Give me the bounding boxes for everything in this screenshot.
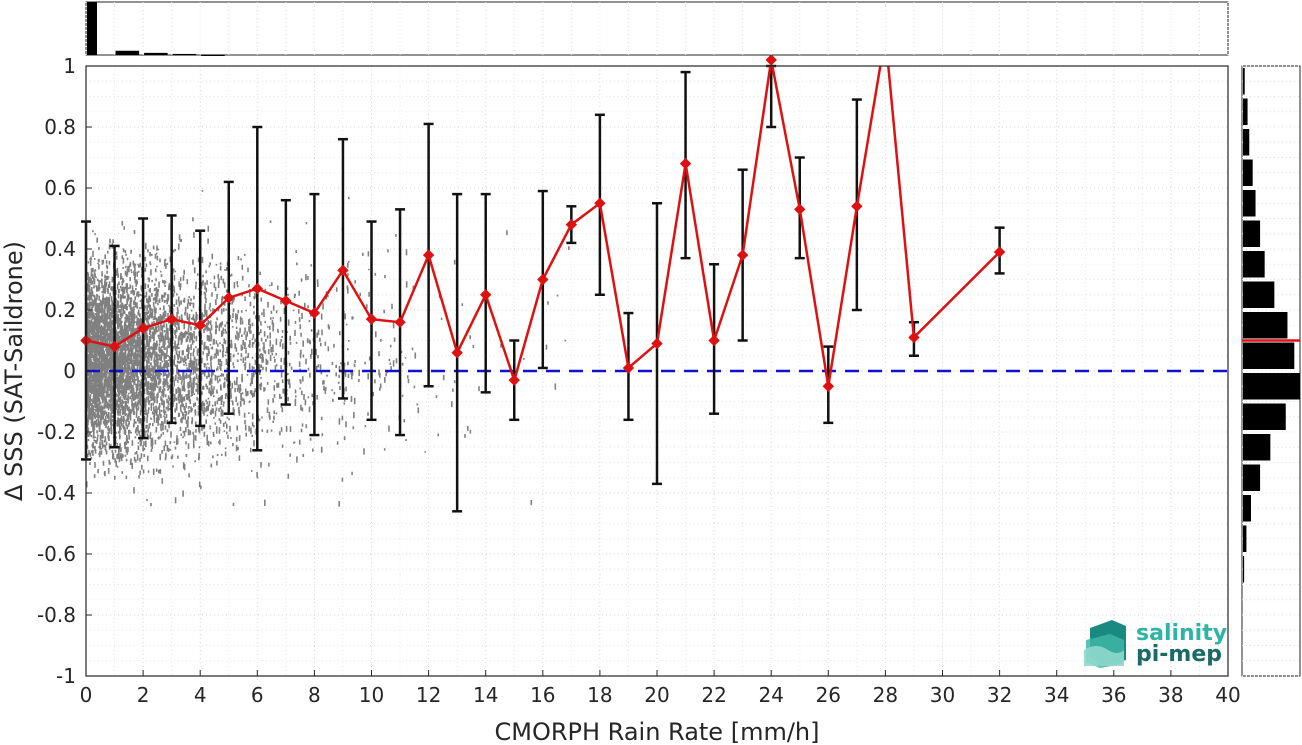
x-tick-label: 6	[251, 683, 264, 707]
mean-marker	[365, 313, 378, 325]
mean-marker	[508, 374, 520, 386]
top-hist-bar	[144, 52, 168, 55]
mean-marker	[736, 249, 749, 261]
top-hist-frame	[85, 1, 1229, 56]
x-tick-label: 38	[1158, 683, 1183, 707]
x-tick-label: 8	[308, 683, 321, 707]
y-tick-label: 0.4	[44, 237, 76, 261]
y-tick-label: -0.2	[37, 420, 76, 444]
mean-marker	[251, 282, 264, 295]
right-hist-bar	[1243, 312, 1288, 339]
y-tick-label: -0.8	[37, 603, 76, 627]
x-tick-label: 24	[758, 683, 783, 707]
x-tick-label: 16	[530, 683, 555, 707]
mean-marker	[594, 197, 606, 209]
right-hist-bar	[1243, 68, 1245, 95]
logo-line-2: pi-mep	[1136, 642, 1222, 667]
x-tick-label: 2	[137, 683, 150, 707]
right-hist-bar	[1243, 190, 1256, 217]
mean-marker	[908, 331, 920, 344]
mean-marker	[479, 289, 492, 301]
right-hist-bar	[1243, 556, 1245, 583]
mean-marker	[280, 295, 292, 307]
x-tick-label: 40	[1215, 683, 1240, 707]
x-tick-label: 32	[987, 683, 1012, 707]
mean-marker	[537, 273, 549, 286]
mean-marker	[622, 362, 635, 374]
mean-marker	[993, 246, 1006, 258]
x-tick-label: 12	[416, 683, 441, 707]
logo-mark-icon	[1084, 620, 1126, 668]
mean-marker	[108, 340, 121, 353]
mean-marker	[394, 316, 406, 328]
mean-marker	[679, 157, 692, 170]
right-histogram	[1241, 65, 1301, 677]
x-tick-labels: 0 2 4 6 8 10 12 14 16 18 20 22 24 26 28 30 32 34 36 38 40	[80, 670, 1241, 707]
top-hist-bar	[87, 2, 97, 55]
right-hist-bar	[1243, 403, 1286, 430]
right-hist-bar	[1243, 434, 1271, 461]
mean-marker	[822, 380, 835, 392]
top-hist-bar	[115, 50, 140, 55]
mean-marker	[565, 218, 578, 231]
x-tick-label: 22	[701, 683, 726, 707]
x-tick-label: 4	[194, 683, 207, 707]
scatter-point-cloud	[85, 190, 570, 507]
right-hist-bar	[1243, 220, 1261, 247]
right-hist-bar	[1243, 159, 1253, 186]
right-hist-bar	[1243, 373, 1300, 400]
x-tick-label: 14	[473, 683, 498, 707]
mean-marker	[337, 264, 349, 277]
scatter-points	[85, 190, 570, 507]
mean-marker	[794, 203, 806, 216]
mean-marker	[765, 54, 777, 66]
x-tick-label: 34	[1044, 683, 1069, 707]
right-hist-bar	[1243, 495, 1251, 522]
y-tick-label: 0.8	[44, 115, 76, 139]
logo-line-1: salinity	[1136, 621, 1227, 646]
salinity-pi-mep-logo: salinity pi-mep	[1084, 620, 1227, 668]
x-tick-label: 0	[80, 683, 93, 707]
y-tick-label: 1	[63, 54, 76, 78]
right-hist-bar	[1243, 129, 1250, 156]
x-tick-label: 10	[359, 683, 384, 707]
right-hist-bar	[1243, 98, 1248, 125]
mean-marker	[223, 292, 235, 304]
top-hist-bar	[201, 54, 225, 56]
right-hist-bar	[1243, 464, 1261, 491]
right-hist-bar	[1243, 342, 1295, 369]
x-tick-label: 28	[873, 683, 898, 707]
x-tick-label: 30	[930, 683, 955, 707]
mean-marker	[194, 319, 206, 331]
right-hist-bar	[1243, 525, 1247, 552]
y-tick-labels: -1 -0.8 -0.6 -0.4 -0.2 0 0.2 0.4 0.6 0.8 1	[37, 54, 92, 688]
mean-marker	[651, 337, 663, 350]
x-tick-label: 26	[816, 683, 841, 707]
x-tick-label: 20	[644, 683, 669, 707]
y-axis-label: Δ SSS (SAT-Saildrone)	[0, 241, 28, 501]
mean-marker	[308, 307, 321, 319]
mean-marker	[851, 200, 863, 213]
y-tick-label: -1	[56, 664, 76, 688]
top-hist-bar	[172, 53, 197, 56]
x-axis-label: CMORPH Rain Rate [mm/h]	[495, 718, 820, 745]
y-tick-label: 0.6	[44, 176, 76, 200]
x-tick-label: 18	[587, 683, 612, 707]
mean-marker	[165, 313, 178, 325]
y-tick-label: -0.4	[37, 481, 76, 505]
y-tick-label: 0	[63, 359, 76, 383]
y-tick-label: 0.2	[44, 298, 76, 322]
x-tick-label: 36	[1101, 683, 1126, 707]
mean-marker	[137, 322, 149, 335]
mean-marker	[451, 346, 463, 359]
right-hist-bar	[1243, 281, 1275, 308]
mean-marker	[422, 249, 435, 261]
right-hist-bar	[1243, 251, 1265, 278]
mean-marker	[708, 334, 720, 347]
top-histogram	[85, 1, 1229, 56]
y-tick-label: -0.6	[37, 542, 76, 566]
